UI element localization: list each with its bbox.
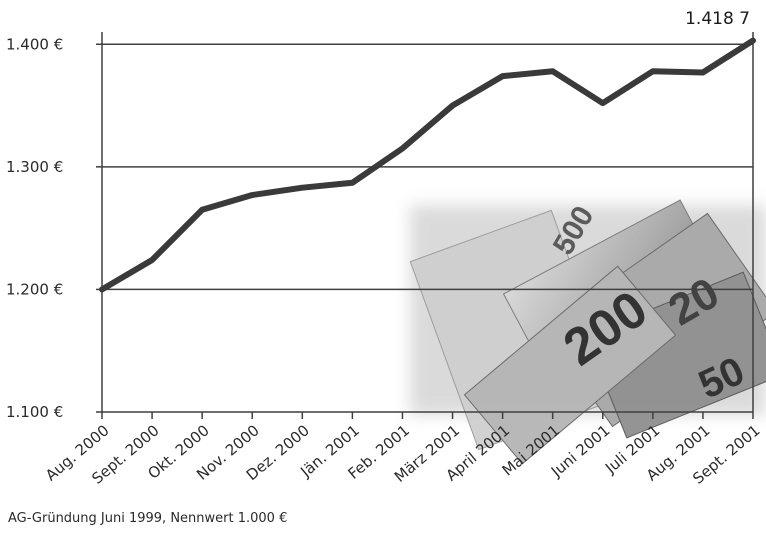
y-tick-label-1: 1.200 € [6,280,63,298]
data-point-8 [500,73,506,79]
banknotes-illustration: 200 20 500 50 [409,199,766,465]
data-point-3 [249,192,255,198]
data-point-0 [99,286,105,292]
data-point-11 [650,68,656,74]
y-tick-label-0: 1.100 € [6,403,63,421]
data-point-10 [600,100,606,106]
axes [101,32,754,419]
data-point-4 [299,185,305,191]
series-line [99,37,756,293]
y-tick-labels: 1.100 € 1.200 € 1.300 € 1.400 € [6,35,63,421]
y-tick-label-3: 1.400 € [6,35,63,53]
end-value-label: 1.418 7 [685,9,750,29]
data-point-6 [399,145,405,151]
grid-lines [96,43,753,413]
data-point-2 [199,207,205,213]
footnote: AG-Gründung Juni 1999, Nennwert 1.000 € [8,511,288,526]
data-point-1 [149,257,155,263]
data-point-5 [349,180,355,186]
data-point-7 [450,103,456,109]
data-point-12 [700,69,706,75]
data-point-13 [750,38,756,44]
data-point-9 [550,68,556,74]
series-group [99,37,756,293]
y-tick-label-2: 1.300 € [6,158,63,176]
